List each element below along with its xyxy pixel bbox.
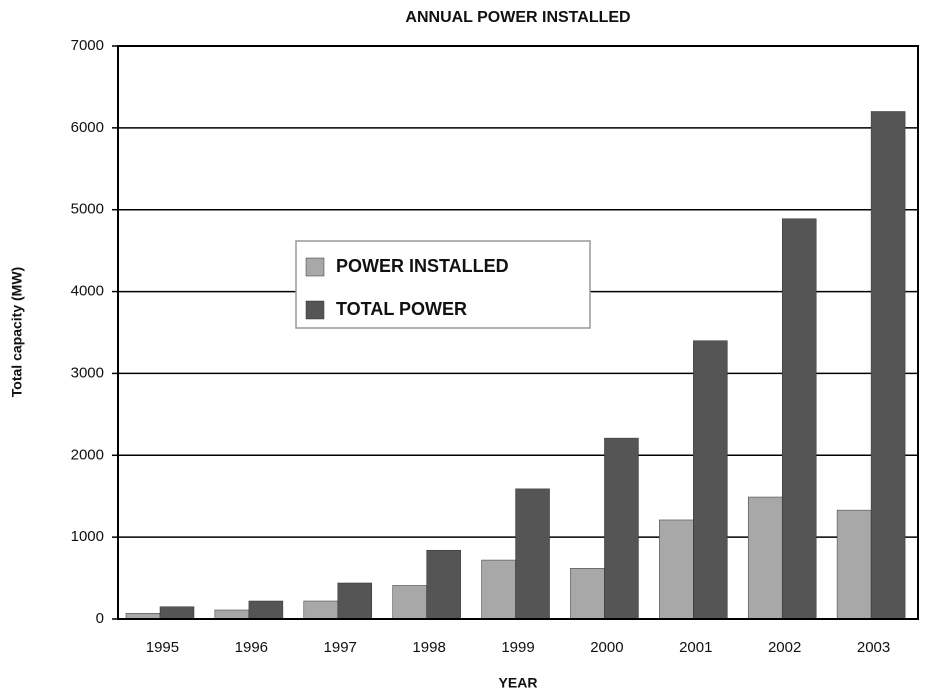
bar (570, 567, 605, 620)
x-tick-label: 1999 (501, 639, 534, 656)
bar (214, 609, 250, 620)
y-tick-label: 5000 (71, 201, 104, 218)
legend-swatch (305, 300, 325, 320)
plot-border (117, 45, 919, 620)
bar (426, 549, 461, 620)
x-tick-label: 1997 (324, 639, 357, 656)
y-axis-title: Total capacity (MW) (9, 267, 25, 397)
legend-label: POWER INSTALLED (336, 256, 509, 276)
bar (659, 519, 694, 620)
y-tick-label: 2000 (71, 446, 104, 463)
y-tick-label: 7000 (71, 37, 104, 54)
bar (159, 606, 195, 620)
y-tick-label: 6000 (71, 119, 104, 136)
bar (515, 488, 550, 620)
chart-title: ANNUAL POWER INSTALLED (405, 9, 630, 26)
x-tick-label: 1998 (412, 639, 445, 656)
legend-label: TOTAL POWER (336, 299, 467, 319)
bar (392, 585, 427, 620)
legend-swatch (305, 257, 325, 277)
x-tick-label: 2003 (857, 639, 890, 656)
x-tick-label: 1996 (235, 639, 268, 656)
x-tick-label: 2002 (768, 639, 801, 656)
x-axis-title: YEAR (499, 675, 538, 691)
bar (481, 559, 516, 620)
legend-box (295, 240, 591, 329)
bar (693, 340, 728, 620)
bar (604, 437, 639, 620)
bar (337, 582, 373, 620)
x-tick-label: 2000 (590, 639, 623, 656)
bar (870, 111, 906, 620)
y-tick-label: 4000 (71, 283, 104, 300)
bar (836, 509, 872, 620)
y-tick-label: 3000 (71, 364, 104, 381)
x-tick-label: 2001 (679, 639, 712, 656)
bar (303, 600, 339, 620)
y-tick-label: 0 (96, 610, 104, 627)
x-tick-label: 1995 (146, 639, 179, 656)
bar (747, 496, 783, 620)
bar (248, 600, 284, 620)
y-tick-label: 1000 (71, 528, 104, 545)
bar (781, 218, 817, 620)
